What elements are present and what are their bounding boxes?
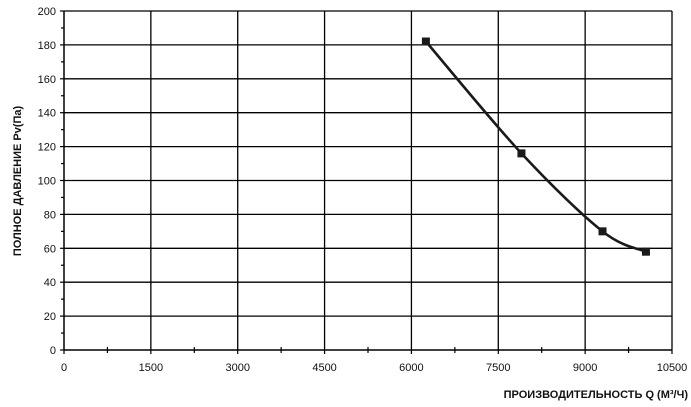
y-axis-label: ПОЛНОЕ ДАВЛЕНИЕ Pv(Па) bbox=[12, 105, 24, 256]
y-tick-label: 100 bbox=[38, 176, 56, 188]
x-tick-label: 3000 bbox=[225, 362, 249, 374]
x-tick-label: 4500 bbox=[312, 362, 336, 374]
x-tick-label: 9000 bbox=[573, 362, 597, 374]
y-tick-label: 140 bbox=[38, 108, 56, 120]
y-tick-label: 60 bbox=[44, 243, 56, 255]
data-point-marker bbox=[598, 227, 607, 236]
y-tick-label: 40 bbox=[44, 277, 56, 289]
y-tick-label: 0 bbox=[50, 345, 56, 357]
data-series bbox=[421, 37, 650, 256]
x-tick-label: 0 bbox=[61, 362, 67, 374]
y-tick-label: 20 bbox=[44, 311, 56, 323]
chart-axes bbox=[60, 10, 673, 354]
x-tick-label: 1500 bbox=[139, 362, 163, 374]
series-line bbox=[424, 40, 647, 253]
y-tick-label: 200 bbox=[38, 6, 56, 18]
y-tick-label: 180 bbox=[38, 40, 56, 52]
y-tick-label: 120 bbox=[38, 142, 56, 154]
data-point-marker bbox=[421, 37, 430, 46]
x-tick-label: 7500 bbox=[486, 362, 510, 374]
data-point-marker bbox=[517, 149, 526, 158]
y-tick-label: 160 bbox=[38, 74, 56, 86]
tick-labels: 0 20 40 60 80 100 120 140 160 180 200 0 1500 3000 4500… bbox=[38, 6, 688, 374]
data-point-marker bbox=[641, 247, 650, 256]
x-axis-label: ПРОИЗВОДИТЕЛЬНОСТЬ Q (М³/Ч) bbox=[504, 389, 689, 401]
chart-grid bbox=[64, 10, 673, 350]
x-tick-label: 10500 bbox=[657, 362, 688, 374]
y-tick-label: 80 bbox=[44, 209, 56, 221]
x-tick-label: 6000 bbox=[399, 362, 423, 374]
